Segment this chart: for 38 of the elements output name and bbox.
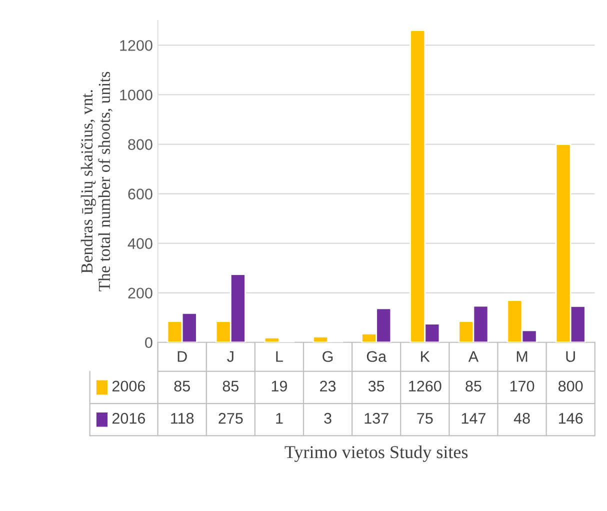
data-label: 146 [559, 412, 583, 424]
data-label: 85 [466, 380, 482, 392]
data-label: 3 [324, 412, 332, 424]
y-tick-label: 1000 [120, 90, 152, 100]
data-label: 85 [174, 380, 190, 392]
data-label: 1260 [409, 380, 442, 392]
x-tick-label: M [516, 351, 528, 362]
x-tick-label: Ga [366, 351, 387, 362]
data-label: 118 [171, 412, 194, 424]
y-tick-label: 400 [128, 238, 152, 249]
data-label: 23 [320, 380, 336, 392]
x-tick-label: K [421, 351, 430, 362]
y-tick-label: 0 [145, 337, 152, 348]
x-tick-label: G [322, 351, 333, 362]
legend-label: 2006 [112, 380, 146, 392]
x-tick-label: D [178, 351, 187, 362]
data-label: 137 [364, 412, 388, 424]
y-axis-title: Bendras ūglių skaičius, vnt. The total number of shoots, units [80, 72, 112, 292]
y-tick-label: 600 [128, 188, 152, 200]
y-tick-label: 200 [128, 288, 152, 299]
x-tick-label: A [468, 351, 479, 362]
data-label: 85 [222, 380, 239, 392]
data-label: 170 [510, 380, 534, 392]
data-label: 800 [558, 380, 583, 392]
data-label: 75 [417, 413, 433, 424]
x-tick-label: U [566, 351, 575, 362]
data-label: 35 [368, 380, 384, 392]
data-label: 48 [514, 412, 530, 424]
x-axis-title: Tyrimo vietos Study sites [284, 446, 468, 462]
data-label: 1 [276, 413, 283, 424]
y-tick-label: 800 [128, 139, 152, 150]
x-tick-label: L [276, 351, 283, 362]
data-label: 275 [218, 412, 243, 424]
data-label: 147 [462, 413, 486, 424]
y-tick-label: 1200 [120, 40, 152, 51]
x-tick-label: J [227, 351, 234, 362]
legend-label: 2016 [112, 412, 146, 424]
data-label: 19 [272, 380, 287, 392]
